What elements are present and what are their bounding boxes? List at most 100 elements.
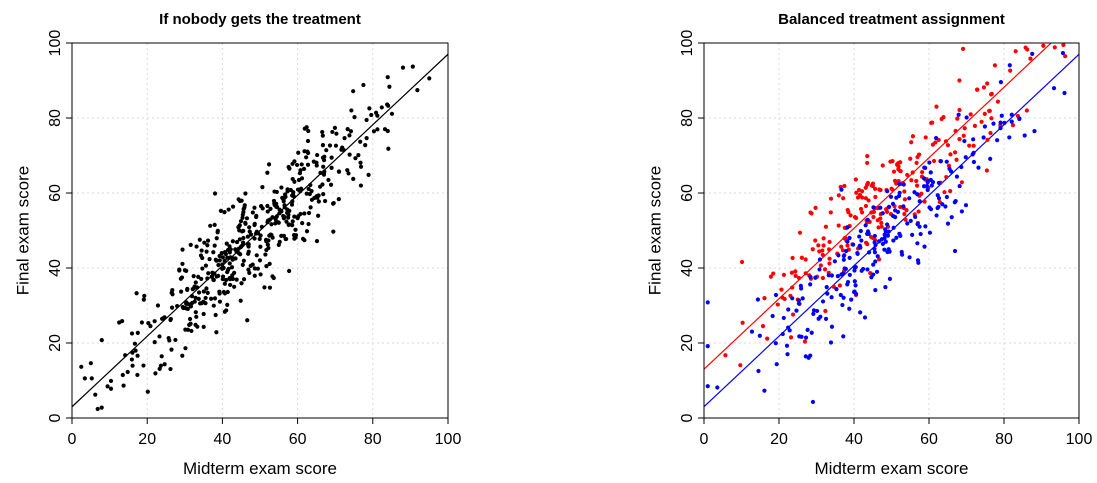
data-point	[292, 214, 297, 219]
data-point	[196, 290, 202, 295]
data-point	[265, 170, 270, 175]
data-point	[255, 266, 260, 271]
data-point	[1009, 119, 1014, 124]
data-point	[846, 210, 851, 215]
data-point	[188, 304, 194, 309]
data-point	[286, 222, 292, 227]
data-point	[882, 247, 887, 252]
data-point	[849, 297, 854, 302]
data-point	[929, 120, 934, 125]
data-point	[315, 152, 320, 158]
data-point	[954, 174, 960, 179]
data-point	[203, 263, 209, 268]
data-point	[865, 180, 871, 186]
data-point	[139, 320, 144, 325]
data-point	[876, 239, 882, 244]
data-point	[292, 159, 297, 164]
data-point	[307, 191, 312, 197]
data-point	[794, 308, 799, 313]
data-point	[786, 307, 791, 312]
data-point	[780, 331, 785, 337]
data-point	[212, 222, 217, 227]
data-point	[93, 392, 98, 397]
data-point	[277, 239, 282, 244]
y-tick-label: 60	[679, 184, 696, 202]
data-point	[838, 292, 843, 298]
data-point	[832, 259, 837, 264]
data-point	[141, 363, 146, 368]
data-point	[1030, 51, 1035, 57]
data-point	[989, 116, 994, 121]
data-point	[99, 338, 104, 343]
data-point	[853, 177, 858, 182]
data-point	[306, 186, 311, 192]
data-point	[321, 172, 327, 177]
data-point	[269, 222, 274, 227]
data-point	[217, 253, 222, 259]
data-point	[916, 260, 921, 265]
data-point	[878, 205, 883, 210]
data-point	[871, 205, 876, 210]
data-point	[223, 251, 228, 257]
data-point	[875, 254, 880, 259]
data-point	[854, 190, 859, 195]
data-point	[259, 224, 264, 229]
data-point	[287, 268, 292, 274]
data-point	[928, 170, 933, 175]
data-point	[189, 328, 194, 334]
data-point	[246, 267, 251, 272]
data-point	[897, 181, 902, 187]
data-point	[232, 284, 237, 289]
data-point	[267, 261, 272, 266]
data-point	[834, 287, 839, 292]
data-point	[873, 288, 878, 293]
data-point	[770, 313, 775, 319]
data-point	[771, 271, 776, 276]
data-point	[314, 163, 319, 168]
data-point	[284, 219, 289, 224]
data-point	[907, 255, 912, 260]
data-point	[230, 276, 235, 281]
data-point	[823, 308, 828, 314]
y-tick-label: 0	[679, 413, 696, 422]
data-point	[265, 242, 270, 247]
data-point	[146, 321, 151, 326]
x-axis-label: Midterm exam score	[815, 459, 969, 478]
data-point	[306, 210, 312, 216]
data-point	[237, 237, 242, 242]
data-point	[345, 127, 350, 132]
data-point	[194, 244, 199, 249]
data-point	[351, 89, 356, 94]
data-point	[222, 291, 228, 296]
x-axis-ticks: 0 20 40 60 80 100	[68, 418, 461, 448]
data-point	[841, 257, 846, 262]
y-axis-label: Final exam score	[645, 166, 664, 295]
plot-frame	[71, 42, 449, 419]
data-point	[988, 130, 993, 136]
data-point	[842, 266, 847, 271]
data-point	[959, 209, 964, 214]
data-point	[241, 235, 246, 241]
data-point	[934, 213, 939, 218]
data-point	[386, 146, 391, 151]
data-point	[869, 234, 874, 240]
data-point	[960, 46, 966, 52]
data-point	[954, 157, 959, 162]
data-point	[841, 253, 846, 259]
data-point	[284, 210, 290, 215]
data-point	[790, 255, 795, 261]
data-point	[192, 284, 197, 289]
data-point	[205, 276, 210, 281]
data-point	[859, 210, 865, 215]
data-point	[341, 147, 346, 153]
data-point	[982, 124, 987, 129]
data-point	[882, 236, 887, 241]
data-point	[971, 159, 977, 165]
data-point	[274, 204, 279, 209]
data-point	[813, 275, 818, 280]
data-point	[797, 230, 803, 235]
data-point	[815, 308, 820, 314]
data-point	[230, 239, 235, 244]
data-point	[915, 222, 920, 227]
data-point	[872, 240, 877, 245]
